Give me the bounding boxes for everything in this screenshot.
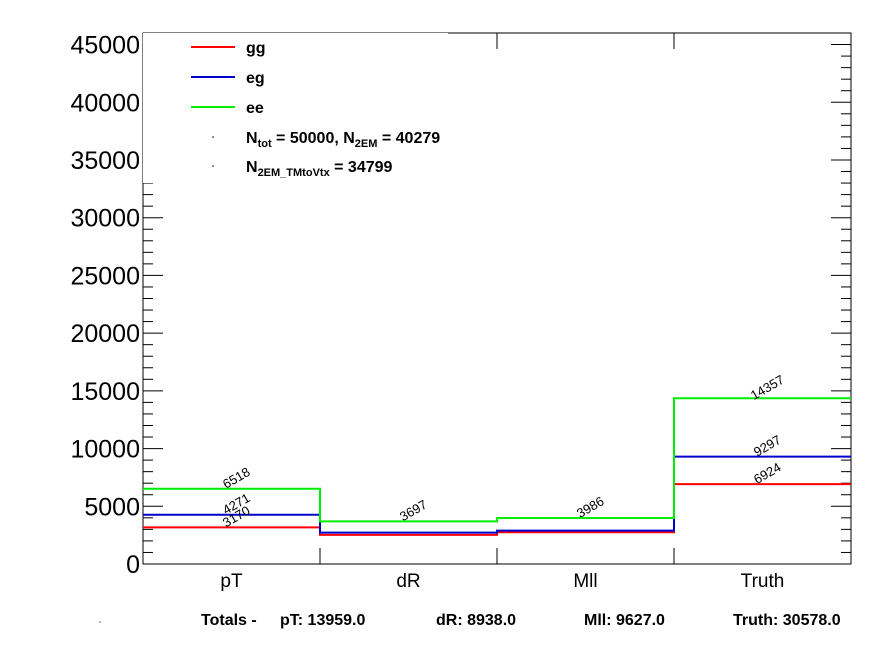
legend-box [143, 33, 448, 183]
data-label-ee: 6518 [220, 464, 253, 491]
y-tick-label: 40000 [70, 89, 140, 117]
totals-prefix: Totals - [201, 612, 257, 629]
totals-mll: Mll: 9627.0 [584, 612, 665, 629]
totals-truth: Truth: 30578.0 [733, 612, 841, 629]
legend-label-ee: ee [246, 100, 264, 117]
legend-info-dot-2 [212, 165, 214, 167]
y-tick-label: 35000 [70, 147, 140, 175]
y-tick-label: 15000 [70, 378, 140, 406]
x-axis: pT dR Mll Truth [220, 33, 784, 592]
y-tick-label: 20000 [70, 320, 140, 348]
series-line-ee [143, 397, 851, 523]
legend-label-gg: gg [246, 40, 266, 57]
y-tick-label: 0 [126, 551, 140, 579]
x-category-label: dR [396, 571, 420, 592]
y-tick-label: 45000 [70, 32, 140, 60]
y-axis: 0 5000 10000 15000 20000 25000 30000 35000 40000… [70, 32, 851, 579]
y-tick-label: 30000 [70, 205, 140, 233]
x-category-label: pT [220, 571, 243, 592]
series-line-gg [143, 483, 851, 536]
legend-info-line-1: Ntot = 50000, N2EM = 40279 [246, 130, 440, 150]
legend-label-eg: eg [246, 70, 265, 87]
data-label-gg: 6924 [751, 459, 784, 486]
y-tick-label: 5000 [84, 493, 140, 521]
data-label-ee: 3697 [397, 497, 430, 524]
y-tick-label: 25000 [70, 262, 140, 290]
corner-dot [99, 621, 101, 623]
legend-info-dot [212, 136, 214, 138]
totals-pt: pT: 13959.0 [280, 612, 366, 629]
legend: gg eg ee Ntot = 50000, N2EM = 40279 N2EM_T… [143, 33, 448, 183]
data-label-eg: 9297 [751, 432, 784, 459]
totals-dr: dR: 8938.0 [436, 612, 517, 629]
legend-info-line-2: N2EM_TMtoVtx = 34799 [246, 159, 393, 179]
data-label-ee: 3986 [574, 493, 607, 520]
series-lines [143, 397, 851, 536]
y-tick-label: 10000 [70, 436, 140, 464]
x-category-label: Mll [573, 571, 597, 592]
x-category-label: Truth [741, 571, 785, 592]
